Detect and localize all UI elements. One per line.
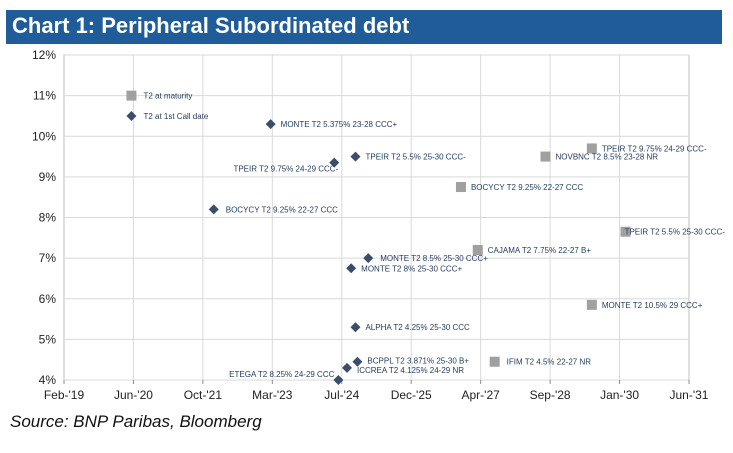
call-date-point: [208, 204, 219, 215]
call-date-point: [342, 362, 353, 373]
point-label: TPEIR T2 5.5% 25-30 CCC-: [625, 228, 726, 237]
call-date-point: [350, 151, 361, 162]
y-tick-label: 8%: [39, 211, 57, 225]
maturity-point: [540, 151, 551, 162]
point-label: TPEIR T2 9.75% 24-29 CCC-: [602, 144, 707, 153]
call-date-point: [329, 157, 340, 168]
legend-marker: [126, 110, 137, 121]
call-date-point: [265, 119, 276, 130]
x-tick-label: Jan-'30: [600, 388, 639, 402]
chart-title-bar: Chart 1: Peripheral Subordinated debt: [6, 10, 722, 44]
legend-label: T2 at 1st Call date: [143, 112, 208, 121]
call-date-point: [352, 356, 363, 367]
data-marks: BOCYCY T2 9.25% 22-27 CCC MONTE T2 5.375%…: [208, 119, 726, 385]
point-label: TPEIR T2 5.5% 25-30 CCC-: [365, 153, 466, 162]
maturity-point: [620, 226, 631, 237]
point-label: BCPPL T2 3.871% 25-30 B+: [367, 357, 469, 366]
y-tick-label: 9%: [39, 170, 57, 184]
point-label: ALPHA T2 4.25% 25-30 CCC: [365, 323, 470, 332]
point-label: IFIM T2 4.5% 22-27 NR: [507, 358, 592, 367]
x-tick-label: Sep-'28: [530, 388, 571, 402]
x-tick-label: Jun-'20: [114, 388, 153, 402]
y-tick-label: 11%: [33, 89, 56, 103]
legend-label: T2 at maturity: [143, 92, 192, 101]
call-date-point: [363, 253, 374, 264]
point-label: CAJAMA T2 7.75% 22-27 B+: [488, 246, 592, 255]
x-tick-label: Dec-'25: [391, 388, 432, 402]
axes: 12% 11% 10% 9% 8% 7% 6% 5% 4%Feb-'19 Jun-'20 Oct-'…: [32, 48, 709, 402]
legend-marker: [126, 90, 137, 101]
legend: T2 at maturity T2 at 1st Call date: [126, 90, 209, 121]
call-date-point: [350, 322, 361, 333]
point-label: BOCYCY T2 9.25% 22-27 CCC: [226, 205, 338, 214]
call-date-point: [333, 375, 344, 385]
x-tick-label: Apr-'27: [462, 388, 501, 402]
source-note: Source: BNP Paribas, Bloomberg: [10, 412, 262, 431]
x-tick-label: Mar-'23: [252, 388, 293, 402]
x-tick-label: Feb-'19: [44, 388, 85, 402]
point-label: MONTE T2 10.5% 29 CCC+: [602, 301, 703, 310]
point-label: ICCREA T2 4.125% 24-29 NR: [357, 366, 464, 375]
point-label: MONTE T2 5.375% 23-28 CCC+: [281, 120, 398, 129]
y-tick-label: 10%: [32, 129, 56, 143]
maturity-point: [586, 299, 597, 310]
point-label: BOCYCY T2 9.25% 22-27 CCC: [471, 183, 583, 192]
maturity-point: [586, 143, 597, 154]
point-label: ETEGA T2 8.25% 24-29 CCC: [229, 370, 334, 379]
y-tick-label: 4%: [39, 373, 57, 387]
y-tick-label: 6%: [39, 292, 57, 306]
point-label: NOVBNC T2 8.5% 23-28 NR: [555, 153, 658, 162]
maturity-point: [455, 182, 466, 193]
chart-title: Chart 1: Peripheral Subordinated debt: [12, 13, 410, 38]
maturity-point: [472, 245, 483, 255]
call-date-point: [346, 263, 357, 274]
point-label: MONTE T2 8% 25-30 CCC+: [361, 264, 462, 273]
x-tick-label: Jun-'31: [670, 388, 709, 402]
point-label: MONTE T2 8.5% 25-30 CCC+: [380, 254, 488, 263]
x-tick-label: Jul-'24: [324, 388, 359, 402]
point-label: TPEIR T2 9.75% 24-29 CCC-: [233, 165, 338, 174]
gridlines: [64, 54, 689, 381]
y-tick-label: 12%: [32, 48, 56, 62]
maturity-point: [489, 356, 500, 367]
y-tick-label: 7%: [39, 251, 57, 265]
x-tick-label: Oct-'21: [184, 388, 223, 402]
y-tick-label: 5%: [39, 332, 57, 346]
